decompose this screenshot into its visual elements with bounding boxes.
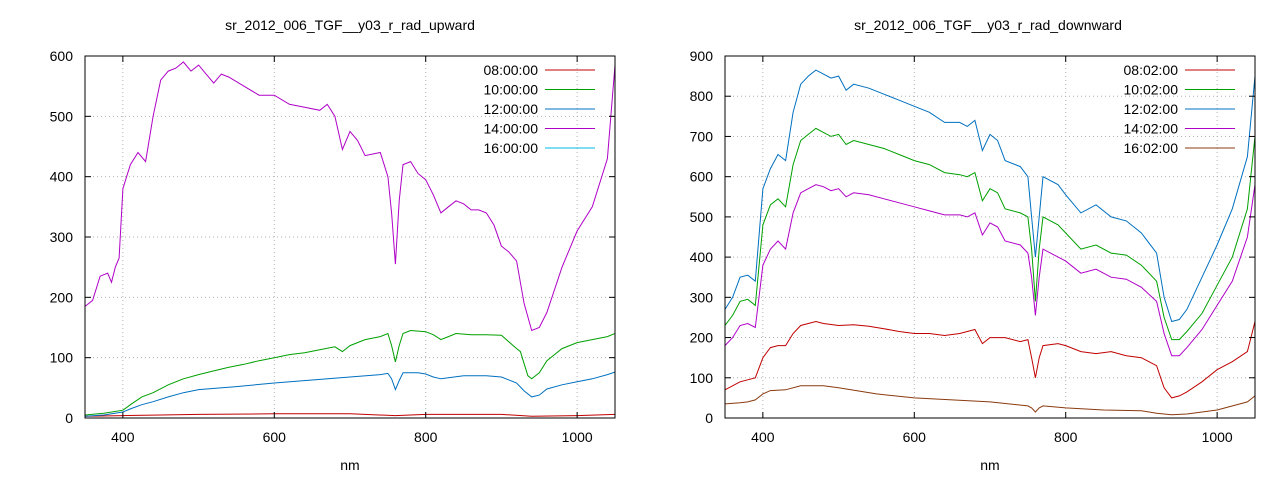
series-line-080000 — [85, 413, 615, 417]
legend-label: 10:00:00 — [484, 82, 539, 98]
y-tick-label: 900 — [690, 48, 714, 64]
legend-label: 08:02:00 — [1124, 62, 1179, 78]
series-line-140200 — [725, 184, 1255, 357]
x-tick-label: 1000 — [1202, 429, 1233, 445]
y-tick-label: 200 — [690, 330, 714, 346]
legend: 08:00:00 10:00:00 12:00:00 14:00:00 16:00:00 — [484, 62, 595, 156]
legend-label: 08:00:00 — [484, 62, 539, 78]
legend-label: 14:00:00 — [484, 121, 539, 137]
series-line-120200 — [725, 69, 1255, 323]
chart-title: sr_2012_006_TGF__y03_r_rad_downward — [854, 17, 1122, 33]
x-tick-label: 600 — [903, 429, 927, 445]
y-tick-label: 0 — [705, 410, 713, 426]
x-tick-label: 800 — [414, 429, 438, 445]
y-tick-label: 500 — [690, 209, 714, 225]
legend: 08:02:00 10:02:00 12:02:00 14:02:00 16:02:00 — [1124, 62, 1235, 156]
x-tick-label: 400 — [751, 429, 775, 445]
x-tick-label: 800 — [1054, 429, 1078, 445]
legend-label: 12:02:00 — [1124, 101, 1179, 117]
legend-label: 14:02:00 — [1124, 121, 1179, 137]
series-line-140000 — [85, 61, 615, 332]
legend-label: 12:00:00 — [484, 101, 539, 117]
plot-frame — [724, 55, 1256, 419]
x-axis-label: nm — [340, 457, 359, 473]
y-tick-label: 100 — [50, 350, 74, 366]
y-tick-label: 500 — [50, 108, 74, 124]
series-line-100200 — [725, 127, 1255, 341]
series-line-160200 — [725, 385, 1255, 416]
series-line-100000 — [85, 329, 615, 416]
x-tick-label: 600 — [263, 429, 287, 445]
y-tick-label: 800 — [690, 88, 714, 104]
x-tick-label: 400 — [111, 429, 135, 445]
y-tick-label: 400 — [690, 249, 714, 265]
chart-panel-1: 400 600 800 1000 0 100 200 300 400 500 600 sr_2012_… — [50, 17, 616, 473]
chart-title: sr_2012_006_TGF__y03_r_rad_upward — [225, 17, 475, 33]
y-tick-label: 0 — [65, 410, 73, 426]
y-tick-label: 400 — [50, 169, 74, 185]
legend-label: 10:02:00 — [1124, 82, 1179, 98]
y-tick-label: 600 — [690, 169, 714, 185]
y-tick-label: 100 — [690, 370, 714, 386]
x-axis-label: nm — [980, 457, 999, 473]
legend-label: 16:00:00 — [484, 140, 539, 156]
chart-panel-2: 400 600 800 1000 0 100 200 300 400 500 600 700 800 90… — [690, 17, 1256, 473]
y-tick-label: 700 — [690, 128, 714, 144]
series-line-120000 — [85, 371, 615, 417]
y-tick-label: 200 — [50, 289, 74, 305]
series-line-080200 — [725, 320, 1255, 399]
legend-label: 16:02:00 — [1124, 140, 1179, 156]
y-tick-label: 600 — [50, 48, 74, 64]
y-tick-label: 300 — [50, 229, 74, 245]
y-tick-label: 300 — [690, 289, 714, 305]
x-tick-label: 1000 — [562, 429, 593, 445]
